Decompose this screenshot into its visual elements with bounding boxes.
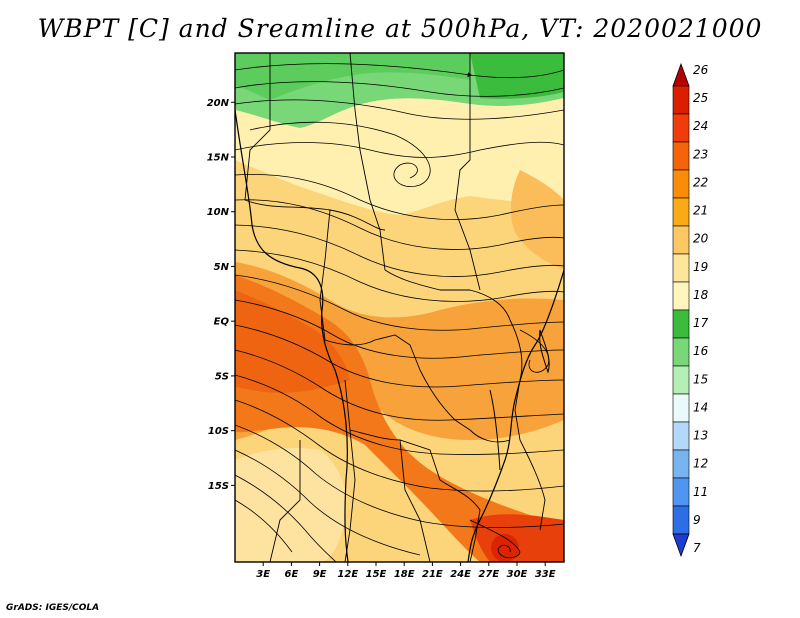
colorbar-label: 7 (693, 541, 701, 555)
colorbar-label: 26 (693, 63, 709, 77)
lat-tick-label: EQ (214, 317, 230, 328)
lake-victoria (539, 329, 550, 374)
lat-tick-label: 15N (207, 152, 230, 163)
lon-tick-label: 27E (478, 569, 499, 580)
colorbar-label: 9 (693, 513, 701, 527)
lat-tick-label: 20N (207, 98, 230, 109)
colorbar-swatch (672, 281, 690, 311)
colorbar-label: 18 (693, 288, 709, 302)
field-region-green-strong (470, 53, 564, 99)
lat-tick-label: 10N (207, 207, 230, 218)
lat-tick-label: 5N (214, 262, 230, 273)
colorbar-swatch (672, 309, 690, 339)
lon-tick-label: 30E (507, 569, 528, 580)
country-borders (244, 53, 546, 562)
colorbar-label: 21 (693, 204, 708, 218)
colorbar-swatch (672, 253, 690, 283)
colorbar-label: 16 (693, 344, 709, 358)
lon-tick-label: 33E (535, 569, 556, 580)
colorbar-label: 20 (693, 232, 709, 246)
colorbar-swatch (672, 85, 690, 115)
lon-tick-label: 6E (285, 569, 299, 580)
map-title: WBPT [C] and Sreamline at 500hPa, VT: 20… (37, 14, 763, 43)
field-region-pale (235, 98, 564, 215)
colorbar-swatch-bottom-arrow (672, 533, 690, 558)
lat-tick-label: 10S (208, 426, 229, 437)
coastline-west (235, 109, 349, 562)
lat-tick-label: 15S (208, 481, 229, 492)
colorbar-label: 19 (693, 260, 708, 274)
temperature-field (235, 53, 564, 562)
colorbar-label: 15 (693, 372, 708, 386)
lon-tick-label: 3E (256, 569, 270, 580)
colorbar-swatch (672, 225, 690, 255)
colorbar: 26 25 24 23 22 21 20 19 18 17 16 15 14 13 12 11 9 7 (672, 62, 709, 558)
colorbar-swatch-top-arrow (672, 62, 690, 87)
longitude-axis: 3E 6E 9E 12E 15E 18E 21E 24E 27E 30E 33E (256, 562, 556, 580)
colorbar-label: 25 (693, 91, 708, 105)
colorbar-swatch (672, 477, 690, 507)
lon-tick-label: 18E (394, 569, 415, 580)
map-frame (234, 52, 565, 563)
field-region-hot-west (235, 290, 350, 393)
colorbar-label: 22 (693, 175, 708, 189)
credit-text: GrADS: IGES/COLA (6, 603, 100, 613)
colorbar-swatch (672, 169, 690, 199)
colorbar-label: 13 (693, 429, 708, 443)
field-region-orange-east (510, 170, 564, 270)
colorbar-swatch (672, 365, 690, 395)
lon-tick-label: 21E (422, 569, 443, 580)
colorbar-label: 12 (693, 457, 708, 471)
lon-tick-label: 24E (450, 569, 471, 580)
lon-tick-label: 15E (366, 569, 387, 580)
colorbar-label: 23 (693, 147, 708, 161)
colorbar-swatch (672, 113, 690, 143)
streamlines (235, 63, 564, 562)
colorbar-label: 17 (693, 316, 709, 330)
field-region-hotspot (491, 534, 519, 562)
latitude-axis: 20N 15N 10N 5N EQ 5S 10S 15S (207, 98, 235, 492)
colorbar-label: 11 (693, 485, 708, 499)
lon-tick-label: 9E (313, 569, 327, 580)
field-region-pale-south (235, 448, 347, 562)
colorbar-swatch (672, 449, 690, 479)
colorbar-swatch (672, 505, 690, 535)
lat-tick-label: 5S (215, 371, 229, 382)
colorbar-swatch (672, 337, 690, 367)
colorbar-swatch (672, 141, 690, 171)
field-region-green-dark (235, 53, 470, 100)
lake-tanganyika (489, 389, 501, 471)
colorbar-swatch (672, 393, 690, 423)
colorbar-swatch (672, 197, 690, 227)
lon-tick-label: 12E (337, 569, 358, 580)
colorbar-swatch (672, 421, 690, 451)
colorbar-label: 24 (693, 119, 708, 133)
colorbar-label: 14 (693, 400, 708, 414)
